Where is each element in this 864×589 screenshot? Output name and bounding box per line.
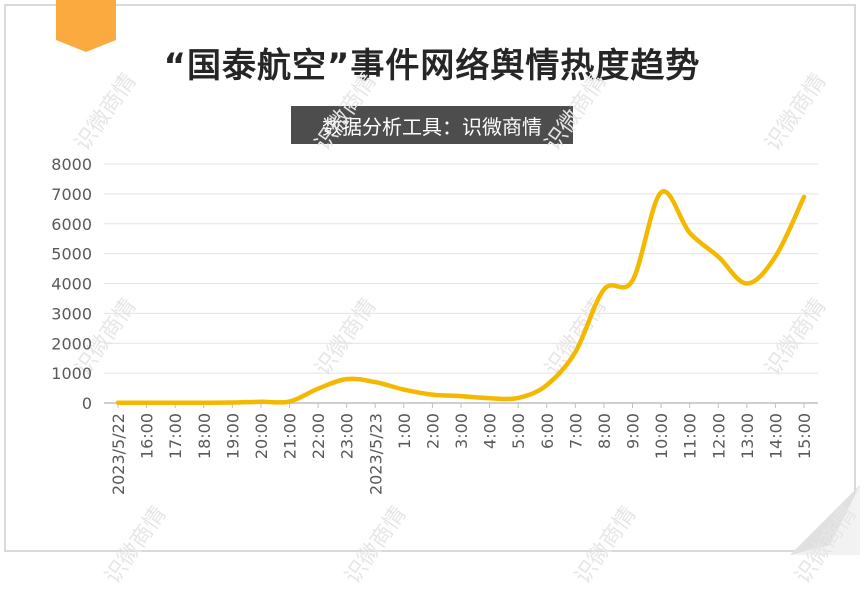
y-axis-ticks: 0 1000 2000 3000 4000 5000 6000 7000 8000 xyxy=(51,155,92,413)
y-tick-label: 8000 xyxy=(51,155,92,174)
series-layer xyxy=(118,191,804,403)
x-tick-label: 21:00 xyxy=(281,413,300,459)
y-tick-label: 3000 xyxy=(51,304,92,323)
x-axis-ticks: 2023/5/22 16:00 17:00 18:00 19:00 20:00 21:00 2… xyxy=(109,403,814,495)
x-tick-label: 22:00 xyxy=(309,413,328,459)
x-tick-label: 19:00 xyxy=(223,413,242,459)
y-tick-label: 2000 xyxy=(51,334,92,353)
x-tick-label: 5:00 xyxy=(509,413,528,449)
y-tick-label: 7000 xyxy=(51,185,92,204)
x-tick-label: 4:00 xyxy=(481,413,500,449)
x-tick-label: 7:00 xyxy=(566,413,585,449)
x-tick-label: 18:00 xyxy=(195,413,214,459)
y-tick-label: 5000 xyxy=(51,245,92,264)
x-tick-label: 14:00 xyxy=(766,413,785,459)
x-tick-label: 11:00 xyxy=(681,413,700,459)
grid-lines xyxy=(104,164,818,403)
y-tick-label: 1000 xyxy=(51,364,92,383)
x-tick-label: 2023/5/22 xyxy=(109,413,128,495)
x-tick-label: 6:00 xyxy=(538,413,557,449)
x-tick-label: 2023/5/23 xyxy=(366,413,385,495)
series-line xyxy=(118,191,804,402)
x-tick-label: 13:00 xyxy=(738,413,757,459)
x-tick-label: 10:00 xyxy=(652,413,671,459)
x-tick-label: 12:00 xyxy=(709,413,728,459)
x-tick-label: 20:00 xyxy=(252,413,271,459)
x-tick-label: 1:00 xyxy=(395,413,414,449)
y-tick-label: 6000 xyxy=(51,215,92,234)
x-tick-label: 9:00 xyxy=(624,413,643,449)
x-tick-label: 2:00 xyxy=(423,413,442,449)
x-tick-label: 8:00 xyxy=(595,413,614,449)
x-tick-label: 23:00 xyxy=(338,413,357,459)
x-tick-label: 3:00 xyxy=(452,413,471,449)
x-tick-label: 15:00 xyxy=(795,413,814,459)
x-tick-label: 16:00 xyxy=(138,413,157,459)
y-tick-label: 0 xyxy=(82,394,92,413)
y-tick-label: 4000 xyxy=(51,275,92,294)
x-tick-label: 17:00 xyxy=(166,413,185,459)
line-chart: 0 1000 2000 3000 4000 5000 6000 7000 8000 2023/5… xyxy=(0,0,864,559)
